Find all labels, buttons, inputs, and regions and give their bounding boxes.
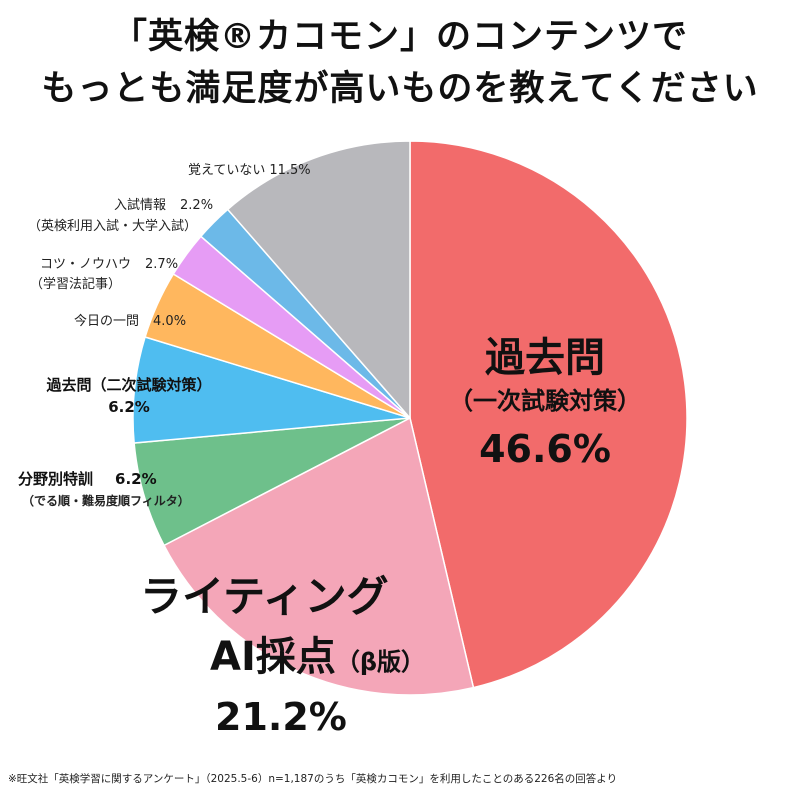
slice-nyushi-value: 2.2%: [180, 198, 214, 213]
slice-nyushi-sub: （英検利用入試・大学入試）: [28, 219, 198, 234]
slice-kakomon-name: 過去問: [485, 335, 605, 381]
slice-oboe-label: 覚えていない 11.5%: [188, 162, 311, 180]
slice-writing-ai: AI採点: [210, 634, 336, 680]
chart-title-line1: 「英検®カコモン」のコンテンツで: [111, 17, 688, 57]
slice-bunya-value: 6.2%: [115, 470, 157, 488]
slice-nyushi-name: 入試情報: [114, 198, 167, 213]
slice-oboe-name: 覚えていない: [188, 163, 266, 178]
slice-writing-value: 21.2%: [215, 695, 347, 739]
slice-bunya-sub: （でる順・難易度順フィルタ）: [22, 494, 190, 508]
pie-slice-writing: [163, 416, 475, 696]
slice-niji-value: 6.2%: [108, 398, 150, 416]
slice-niji-label: 過去問（二次試験対策） 6.2%: [14, 374, 244, 418]
slice-kotsu-value: 2.7%: [145, 257, 179, 272]
slice-label-kakomon: 過去問 （一次試験対策） 46.6%: [425, 332, 665, 476]
slice-nyushi-label: 入試情報 2.2%: [114, 197, 213, 215]
slice-kotsu-sub: （学習法記事）: [30, 277, 122, 292]
slice-oboe-value: 11.5%: [269, 163, 311, 178]
pie-slice-oboe: [226, 140, 411, 420]
pie-slice-kakomon: [409, 140, 688, 689]
slice-kyou-value: 4.0%: [153, 314, 187, 329]
slice-kyou-label: 今日の一問 4.0%: [74, 313, 186, 331]
slice-kotsu-name: コツ・ノウハウ: [40, 257, 132, 272]
slice-kakomon-sub: （一次試験対策）: [449, 387, 641, 415]
slice-bunya-name: 分野別特訓: [18, 470, 94, 488]
slice-writing-name2: AI採点（β版）: [210, 630, 425, 689]
slice-writing-name: ライティング: [140, 572, 389, 621]
footnote: ※旺文社「英検学習に関するアンケート」（2025.5-6）n=1,187のうち「…: [8, 773, 618, 785]
slice-bunya-label: 分野別特訓 6.2%: [18, 468, 157, 490]
slice-writing-beta: （β版）: [335, 648, 426, 676]
slice-kakomon-value: 46.6%: [479, 427, 611, 471]
slice-kyou-name: 今日の一問: [74, 314, 140, 329]
slice-kotsu-label: コツ・ノウハウ 2.7%: [40, 256, 178, 274]
slice-niji-name: 過去問（二次試験対策）: [46, 376, 212, 394]
chart-title-line2: もっとも満足度が高いものを教えてください: [41, 69, 759, 109]
